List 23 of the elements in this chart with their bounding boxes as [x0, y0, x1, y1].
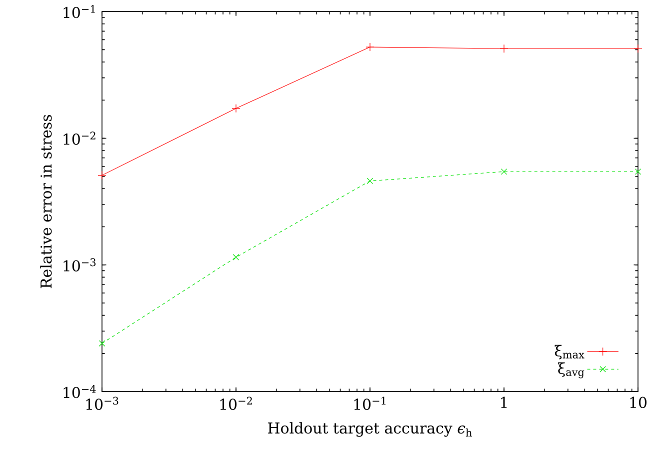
point [98, 171, 106, 180]
x-tick-label: 10$^{−1}$ [354, 396, 386, 410]
y-tick-label: 10$^{−1}$ [64, 5, 95, 18]
x-tick-label: 10$^{−3}$ [86, 396, 118, 410]
legend-label: ξ$_{max}$ [554, 345, 584, 360]
point [98, 340, 106, 347]
x-axis-title: Holdout target accuracy ϵ$_{h}$ [268, 422, 472, 437]
y-tick-label: 10$^{−2}$ [64, 132, 96, 146]
x-tick-label: 1 [501, 396, 507, 408]
legend-label: ξ$_{avg}$ [558, 362, 584, 378]
point [366, 178, 374, 184]
point [634, 168, 642, 175]
point [232, 104, 240, 113]
point [232, 254, 240, 261]
point [634, 44, 642, 54]
point [366, 42, 374, 52]
point [500, 168, 508, 175]
point [500, 44, 508, 54]
x-tick-label: 10 [630, 396, 647, 408]
y-axis-title: Relative error in stress [40, 115, 52, 288]
x-tick-label: 10$^{−2}$ [220, 396, 252, 410]
y-tick-label: 10$^{−4}$ [64, 385, 96, 398]
y-tick-label: 10$^{−3}$ [64, 258, 96, 272]
